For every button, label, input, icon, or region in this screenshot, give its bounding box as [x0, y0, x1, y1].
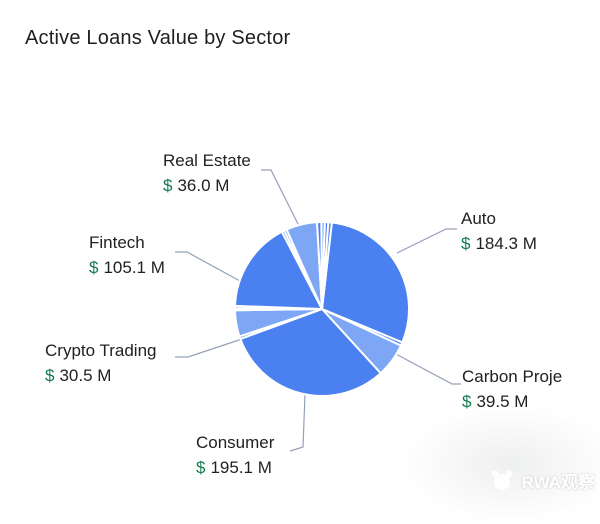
slice-name: Real Estate: [163, 151, 251, 170]
dollar-sign: $: [89, 258, 99, 277]
dollar-sign: $: [462, 392, 472, 411]
dollar-sign: $: [45, 366, 55, 385]
leader-line-crypto-trading: [175, 336, 249, 358]
slice-label-fintech: Fintech $105.1 M: [89, 230, 165, 280]
pie-slice-auto[interactable]: [321, 221, 410, 344]
slice-value: $39.5 M: [462, 392, 529, 411]
pie-slices: [234, 220, 410, 397]
slice-label-real-estate: Real Estate $36.0 M: [163, 148, 251, 198]
pie-slice-sliver-15[interactable]: [321, 221, 333, 310]
leader-line-real-estate: [261, 169, 300, 227]
pie-chart: [175, 169, 461, 452]
slice-value: $195.1 M: [196, 458, 272, 477]
dollar-sign: $: [196, 458, 206, 477]
slice-label-crypto-trading: Crypto Trading $30.5 M: [45, 338, 157, 388]
slice-value: $36.0 M: [163, 176, 230, 195]
slice-label-carbon: Carbon Proje $39.5 M: [462, 364, 562, 414]
slice-value: $184.3 M: [461, 234, 537, 253]
slice-value: $105.1 M: [89, 258, 165, 277]
slice-name: Auto: [461, 209, 496, 228]
leader-line-auto: [396, 228, 457, 254]
slice-label-consumer: Consumer $195.1 M: [196, 430, 274, 480]
slice-name: Consumer: [196, 433, 275, 452]
watermark: RWA观察: [488, 466, 595, 494]
leader-line-fintech: [175, 251, 250, 287]
slice-name: Fintech: [89, 233, 145, 252]
dollar-sign: $: [163, 176, 173, 195]
dollar-sign: $: [461, 234, 471, 253]
watermark-text: RWA观察: [521, 472, 595, 492]
watermark-logo-icon: [491, 470, 513, 490]
leader-lines: [175, 169, 461, 452]
slice-value: $30.5 M: [45, 366, 112, 385]
chart-title: Active Loans Value by Sector: [25, 27, 291, 49]
pie-slice-consumer[interactable]: [239, 308, 382, 397]
leader-line-consumer: [289, 393, 306, 452]
slice-name: Crypto Trading: [45, 341, 157, 360]
slice-name: Carbon Proje: [462, 367, 563, 386]
slice-label-auto: Auto $184.3 M: [461, 206, 537, 256]
leader-line-carbon: [393, 352, 461, 385]
pie-slice-fintech[interactable]: [234, 230, 323, 310]
